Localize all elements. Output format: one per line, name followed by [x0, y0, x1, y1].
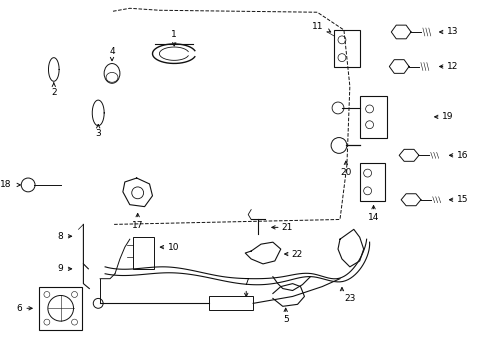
- Text: 16: 16: [456, 151, 467, 160]
- Bar: [333, 30, 359, 67]
- Bar: [208, 296, 253, 310]
- Text: 12: 12: [446, 62, 457, 71]
- Text: 22: 22: [290, 249, 302, 258]
- Text: 15: 15: [456, 195, 467, 204]
- Text: 3: 3: [95, 129, 101, 138]
- Text: 19: 19: [441, 112, 452, 121]
- Bar: [359, 163, 385, 201]
- Text: 7: 7: [243, 278, 248, 287]
- Text: 13: 13: [446, 27, 457, 36]
- Text: 20: 20: [340, 168, 351, 177]
- Text: 18: 18: [0, 180, 11, 189]
- Text: 5: 5: [282, 315, 288, 324]
- Bar: [39, 287, 82, 330]
- Text: 10: 10: [168, 243, 180, 252]
- Bar: [359, 96, 386, 138]
- Text: 14: 14: [367, 213, 379, 222]
- Text: 8: 8: [58, 232, 63, 241]
- Bar: [132, 237, 154, 269]
- Text: 2: 2: [51, 88, 57, 97]
- Text: 23: 23: [344, 294, 355, 303]
- Text: 11: 11: [311, 22, 323, 31]
- Text: 4: 4: [109, 47, 115, 56]
- Text: 17: 17: [132, 221, 143, 230]
- Text: 21: 21: [281, 223, 292, 232]
- Text: 9: 9: [58, 264, 63, 273]
- Text: 6: 6: [17, 304, 22, 313]
- Text: 1: 1: [171, 31, 177, 40]
